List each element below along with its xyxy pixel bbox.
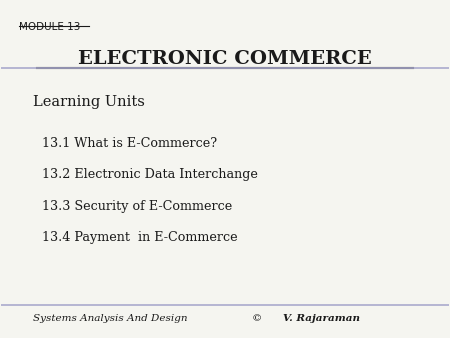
Text: ©: © <box>252 314 262 323</box>
Text: MODULE 13: MODULE 13 <box>19 22 81 31</box>
Text: Systems Analysis And Design: Systems Analysis And Design <box>33 314 187 323</box>
Text: 13.3 Security of E-Commerce: 13.3 Security of E-Commerce <box>42 199 232 213</box>
Text: 13.4 Payment  in E-Commerce: 13.4 Payment in E-Commerce <box>42 231 237 244</box>
Text: 13.1 What is E-Commerce?: 13.1 What is E-Commerce? <box>42 137 217 150</box>
Text: Learning Units: Learning Units <box>33 95 144 109</box>
Text: V. Rajaraman: V. Rajaraman <box>283 314 360 323</box>
Text: 13.2 Electronic Data Interchange: 13.2 Electronic Data Interchange <box>42 168 257 181</box>
Text: ELECTRONIC COMMERCE: ELECTRONIC COMMERCE <box>78 50 372 68</box>
